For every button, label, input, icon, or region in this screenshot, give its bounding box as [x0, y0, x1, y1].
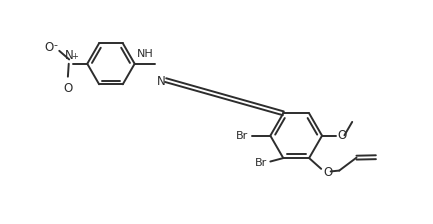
Text: -: - [53, 40, 57, 50]
Text: NH: NH [137, 49, 153, 59]
Text: Br: Br [236, 131, 248, 141]
Text: +: + [71, 52, 78, 60]
Text: O: O [324, 166, 333, 179]
Text: O: O [45, 41, 54, 54]
Text: N: N [65, 50, 74, 62]
Text: O: O [338, 129, 347, 142]
Text: Br: Br [255, 158, 267, 168]
Text: O: O [63, 82, 72, 95]
Text: N: N [157, 75, 165, 88]
